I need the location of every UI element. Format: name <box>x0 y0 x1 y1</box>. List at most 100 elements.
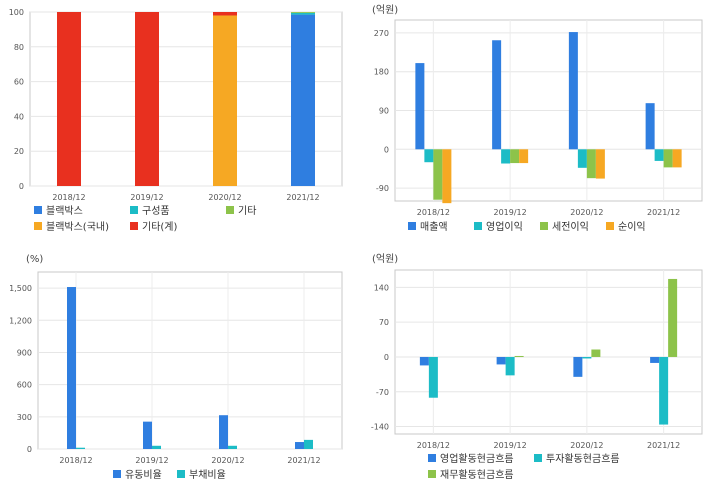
bar-2 <box>654 149 664 161</box>
legend-item: 매출액 <box>408 221 448 233</box>
legend-item: 구성품 <box>130 205 170 217</box>
chart-2: (억원) -90 0 90 180 270 2018/12 2019/12 2020/12 202… <box>372 4 703 233</box>
bar-1 <box>650 356 660 363</box>
legend-swatch <box>606 222 614 230</box>
legend-item: 재무활동현금흐름 <box>428 468 514 481</box>
legend-item: 순이익 <box>606 221 646 233</box>
chart-1: 0 20 40 60 80 100 2018/12 2019/12 2020/12 2021/12… <box>9 8 343 233</box>
legend-item: 영업이익 <box>474 220 523 233</box>
bar-3 <box>668 278 678 357</box>
legend-item: 블랙박스 <box>34 205 83 217</box>
unit-label: (억원) <box>372 4 398 16</box>
legend-label: 재무활동현금흐름 <box>440 468 514 481</box>
y-tick-label: 20 <box>14 147 24 156</box>
bar-5 <box>135 12 159 186</box>
legend-label: 구성품 <box>142 205 170 217</box>
y-tick-label: 0 <box>384 353 389 362</box>
bar-2 <box>424 149 434 163</box>
x-tick-label: 2019/12 <box>135 456 168 465</box>
legend-label: 블랙박스(국내) <box>46 221 109 233</box>
y-tick-label: 270 <box>374 29 389 38</box>
bar-1 <box>573 356 583 377</box>
y-tick-label: 900 <box>17 348 32 357</box>
x-tick-label: 2018/12 <box>59 456 92 465</box>
bar-3 <box>291 12 315 13</box>
legend-swatch <box>34 206 42 214</box>
y-tick-label: 140 <box>374 283 389 292</box>
x-tick-label: 2020/12 <box>208 193 241 202</box>
legend-swatch <box>534 454 542 462</box>
y-tick-label: 100 <box>9 8 24 17</box>
x-tick-label: 2019/12 <box>494 208 527 217</box>
bar-1 <box>645 103 655 150</box>
legend-item: 세전이익 <box>540 221 589 233</box>
legend-label: 기타(계) <box>142 221 178 233</box>
bar-1 <box>415 63 425 150</box>
bar-3 <box>663 149 673 168</box>
legend-item: 유동비율 <box>113 469 162 481</box>
bar-1 <box>492 40 502 150</box>
y-tick-label: 300 <box>17 413 32 422</box>
bar-4 <box>442 149 452 204</box>
bar-3 <box>591 349 601 357</box>
bar-1 <box>295 442 304 449</box>
bar-1 <box>568 32 578 150</box>
legend-label: 영업이익 <box>486 220 523 233</box>
bar-2 <box>505 356 515 376</box>
legend-swatch <box>226 206 234 214</box>
legend-label: 매출액 <box>420 221 448 233</box>
bar-3 <box>586 149 596 179</box>
unit-label: (억원) <box>372 253 398 265</box>
chart-3: (%) 0 300 600 900 1,200 1,500 2018/12 2019/12 202… <box>9 254 343 481</box>
legend-label: 기타 <box>238 205 256 217</box>
y-tick-label: 90 <box>379 107 389 116</box>
legend-swatch <box>130 222 138 230</box>
x-tick-label: 2020/12 <box>570 208 603 217</box>
bar-2 <box>582 356 592 359</box>
bar-3 <box>514 355 524 357</box>
bar-3 <box>510 149 520 164</box>
x-tick-label: 2020/12 <box>211 456 244 465</box>
legend-item: 기타(계) <box>130 221 178 233</box>
legend-label: 투자활동현금흐름 <box>546 452 620 465</box>
bar-2 <box>501 149 511 164</box>
chart-4: (억원) -140 -70 0 70 140 2018/12 2019/12 2020/12 20… <box>371 253 703 481</box>
legend-label: 영업활동현금흐름 <box>440 452 514 465</box>
x-tick-label: 2021/12 <box>647 208 680 217</box>
bar-2 <box>152 445 161 449</box>
y-tick-label: 60 <box>14 78 24 87</box>
x-tick-label: 2021/12 <box>286 193 319 202</box>
y-tick-label: 0 <box>27 445 32 454</box>
bar-5 <box>213 12 237 16</box>
legend-label: 부채비율 <box>189 469 226 481</box>
y-tick-label: 80 <box>14 43 24 52</box>
bar-1 <box>67 287 76 449</box>
y-tick-label: 0 <box>384 145 389 154</box>
x-tick-label: 2018/12 <box>417 208 450 217</box>
legend-label: 세전이익 <box>552 221 589 233</box>
bar-4 <box>213 15 237 187</box>
legend-item: 부채비율 <box>177 469 226 481</box>
x-tick-label: 2021/12 <box>647 441 680 450</box>
x-tick-label: 2021/12 <box>287 456 320 465</box>
legend-swatch <box>474 222 482 230</box>
x-tick-label: 2018/12 <box>52 193 85 202</box>
legend-swatch <box>428 454 436 462</box>
legend-swatch <box>177 470 185 478</box>
bar-1 <box>219 415 228 449</box>
y-tick-label: 40 <box>14 112 24 121</box>
y-tick-label: -140 <box>371 423 389 432</box>
y-tick-label: 1,200 <box>9 316 32 325</box>
bar-4 <box>595 149 605 179</box>
bar-2 <box>577 149 587 168</box>
plot-frame <box>37 271 343 450</box>
x-tick-label: 2018/12 <box>417 441 450 450</box>
x-tick-label: 2019/12 <box>130 193 163 202</box>
y-tick-label: -90 <box>376 184 389 193</box>
bar-4 <box>519 149 529 164</box>
bar-2 <box>659 356 669 425</box>
x-tick-label: 2019/12 <box>494 441 527 450</box>
legend-swatch <box>34 222 42 230</box>
unit-label: (%) <box>26 254 43 265</box>
